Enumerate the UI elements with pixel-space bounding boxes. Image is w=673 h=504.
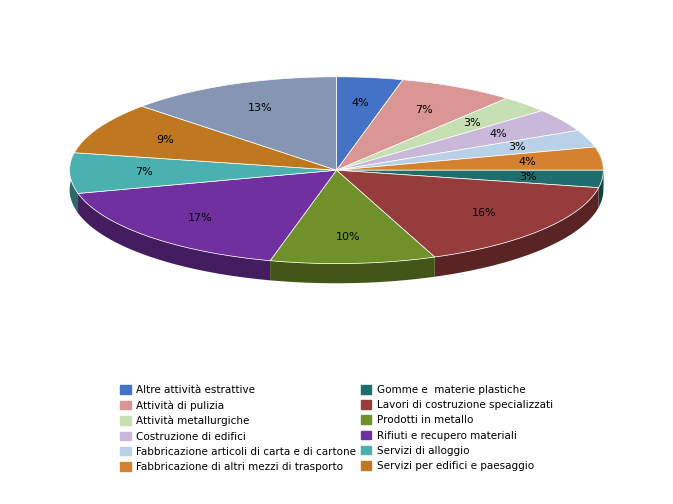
Text: 4%: 4% [352, 98, 369, 108]
Text: 10%: 10% [336, 232, 361, 242]
Text: 3%: 3% [464, 117, 481, 128]
Polygon shape [336, 111, 578, 170]
Text: 7%: 7% [135, 167, 153, 177]
Text: 9%: 9% [156, 135, 174, 145]
Text: 13%: 13% [248, 103, 273, 113]
Polygon shape [270, 170, 435, 264]
Text: 3%: 3% [509, 143, 526, 152]
Polygon shape [336, 98, 542, 170]
Polygon shape [435, 187, 598, 277]
Polygon shape [336, 80, 507, 170]
Polygon shape [336, 131, 595, 170]
Polygon shape [336, 170, 598, 257]
Polygon shape [75, 106, 336, 170]
Polygon shape [270, 257, 435, 283]
Polygon shape [78, 194, 270, 280]
Polygon shape [78, 170, 336, 261]
Legend: Altre attività estrattive, Attività di pulizia, Attività metallurgiche, Costruzi: Altre attività estrattive, Attività di p… [116, 381, 557, 476]
Polygon shape [69, 153, 78, 213]
Polygon shape [336, 147, 604, 170]
Text: 3%: 3% [519, 171, 536, 181]
Text: 4%: 4% [518, 157, 536, 167]
Polygon shape [336, 170, 604, 187]
Polygon shape [142, 77, 336, 170]
Polygon shape [595, 147, 604, 190]
Polygon shape [336, 77, 403, 170]
Text: 17%: 17% [188, 213, 213, 223]
Text: 16%: 16% [472, 208, 497, 218]
Polygon shape [598, 170, 604, 207]
Polygon shape [69, 153, 337, 194]
Text: 7%: 7% [415, 105, 433, 115]
Text: 4%: 4% [490, 129, 507, 139]
